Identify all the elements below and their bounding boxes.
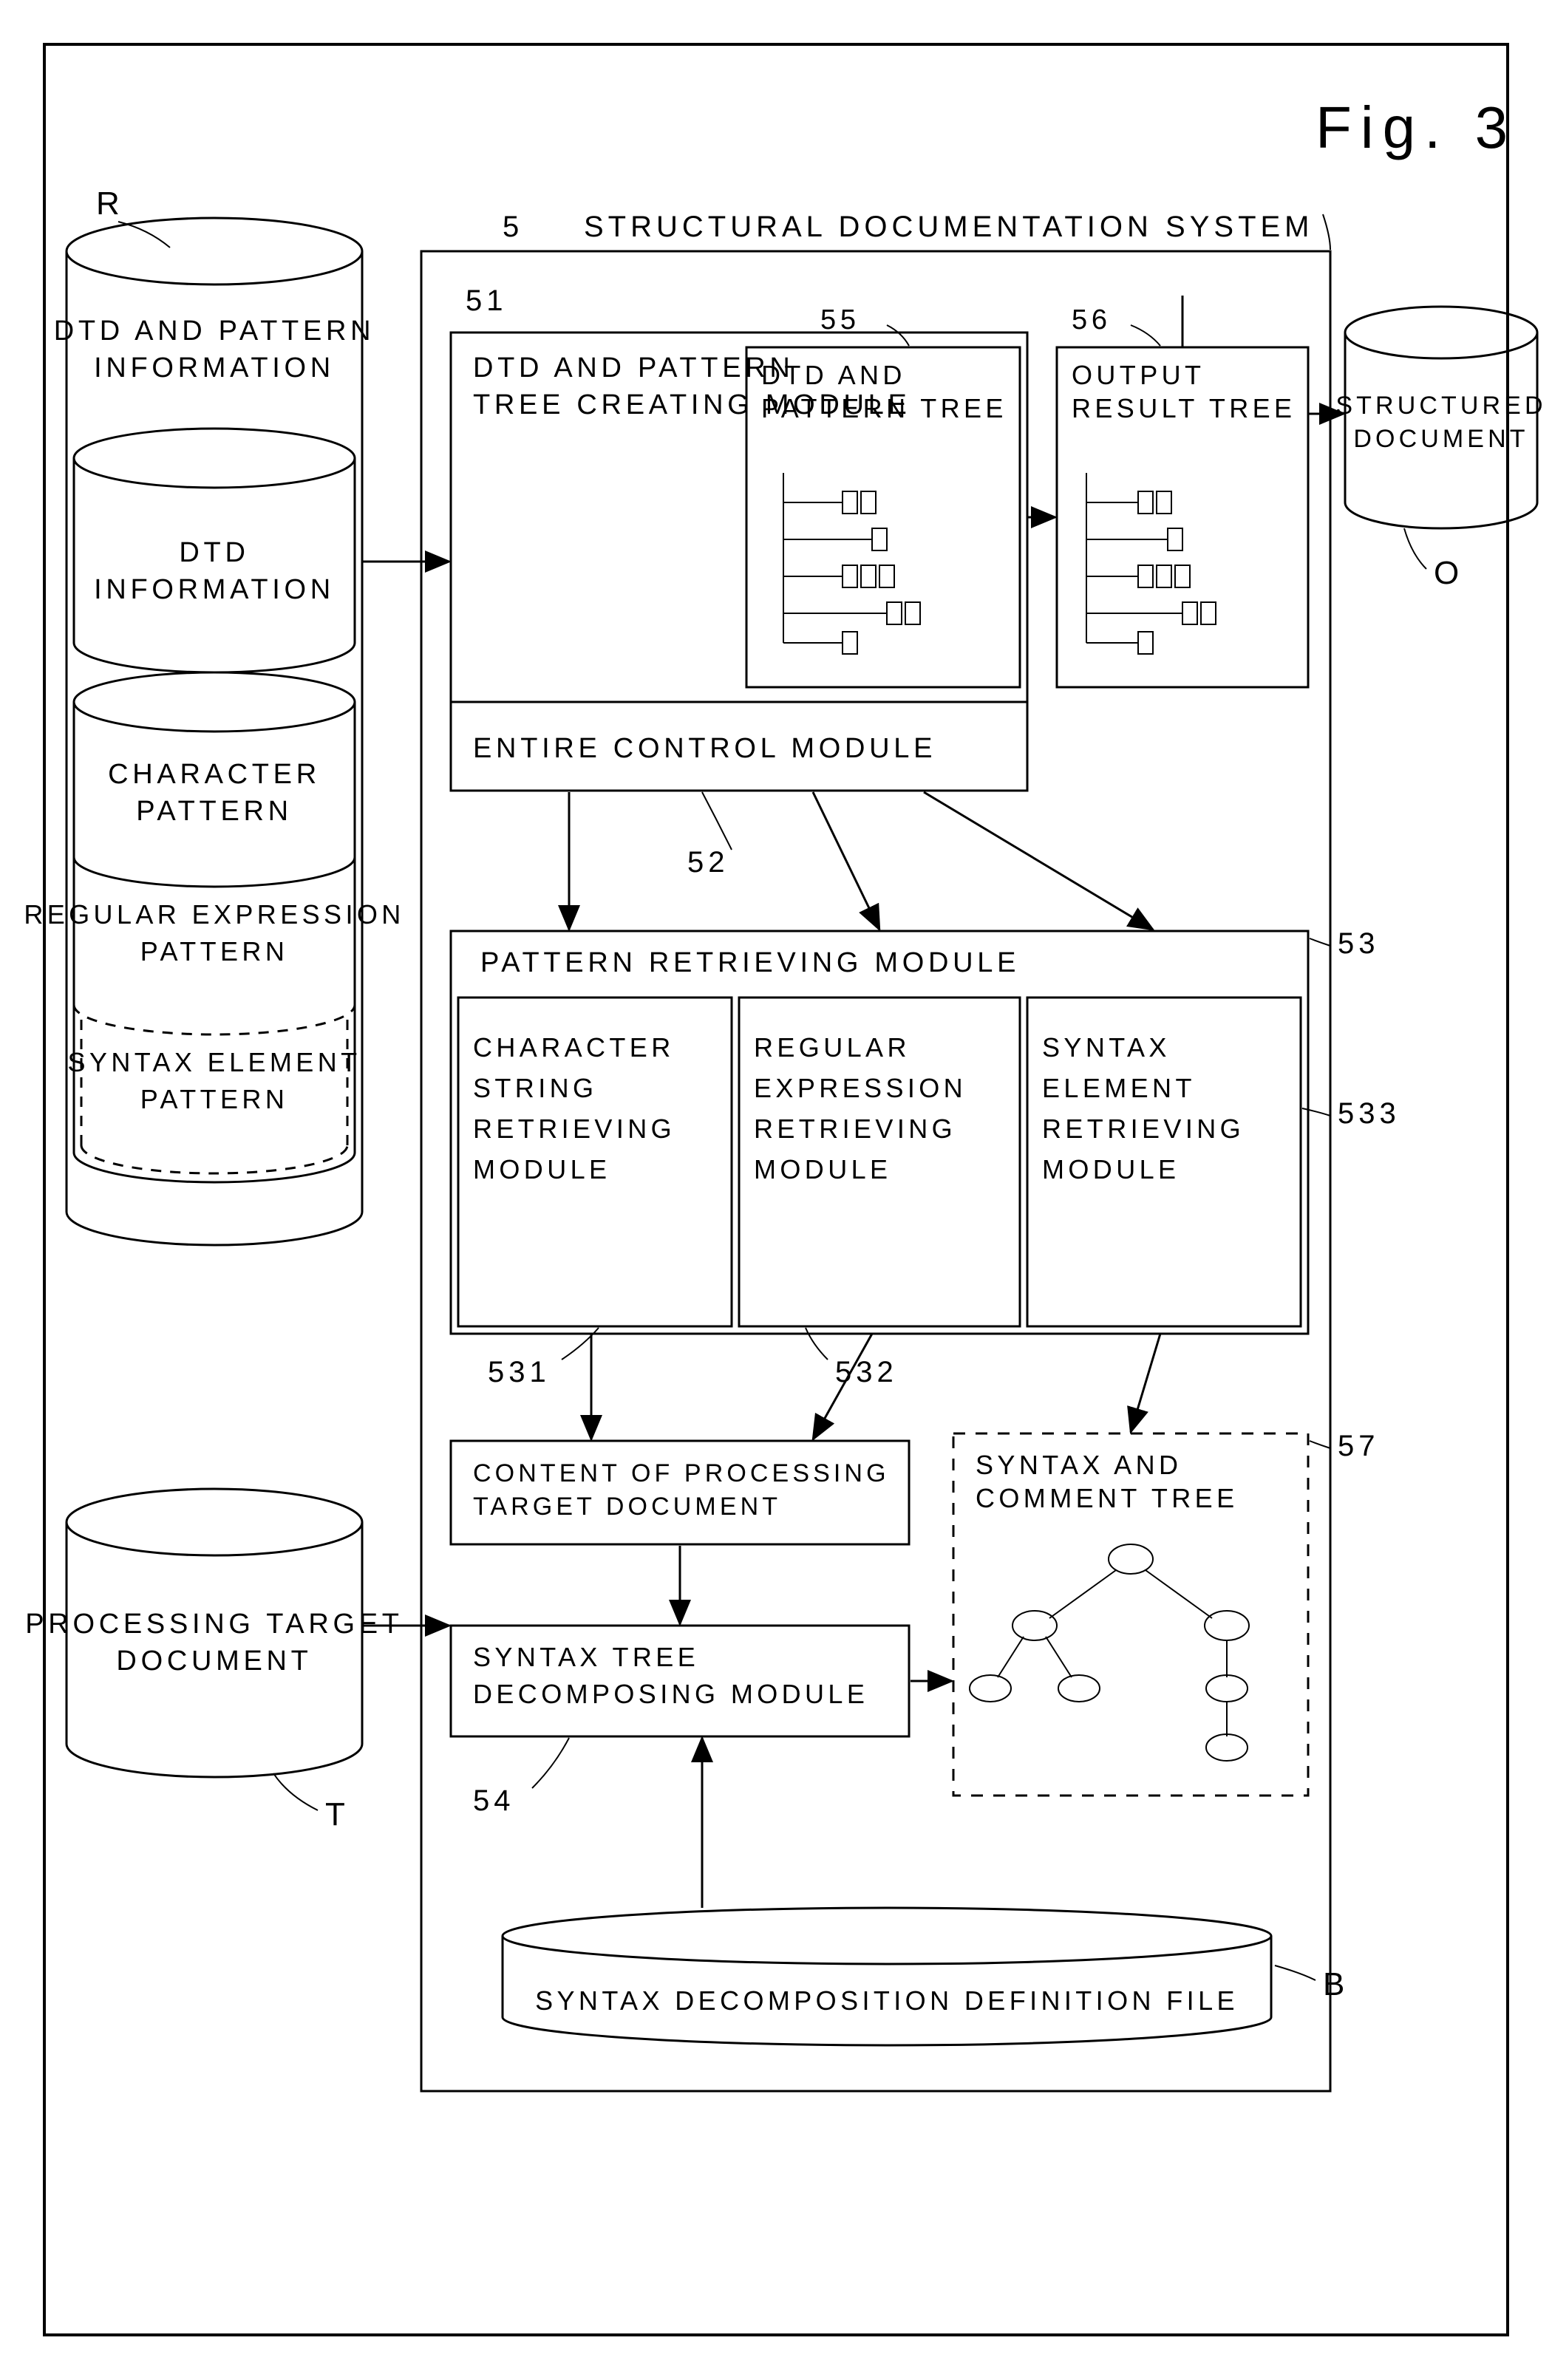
label-55: 55 [820, 304, 860, 335]
label-B: B [1323, 1966, 1350, 2002]
label-52: 52 [687, 846, 729, 879]
mod56-l1: OUTPUT [1072, 360, 1205, 390]
arrow-52-533 [924, 792, 1153, 930]
dtd-information-cylinder: DTD INFORMATION [74, 429, 355, 672]
content-target-l2: TARGET DOCUMENT [473, 1493, 781, 1521]
mod56-l2: RESULT TREE [1072, 393, 1296, 423]
mod57-l2: COMMENT TREE [976, 1483, 1239, 1513]
character-pattern-cylinder: CHARACTER PATTERN REGULAR EXPRESSION PAT… [24, 672, 404, 1182]
mod55-l2: PATTERN TREE [761, 393, 1007, 423]
syn-pat-l2: PATTERN [140, 1084, 288, 1114]
label-54: 54 [473, 1784, 515, 1817]
char-pat-l2: PATTERN [136, 796, 293, 827]
syntax-file-l1: SYNTAX DECOMPOSITION DEFINITION FILE [535, 1985, 1239, 2016]
mod532-l1: REGULAR [754, 1032, 911, 1063]
proc-target-l2: DOCUMENT [116, 1646, 312, 1677]
arrow-52-532 [813, 792, 879, 930]
ellipse-tree-icon [970, 1544, 1249, 1761]
leader-5 [1323, 214, 1330, 250]
mod533-l4: MODULE [1042, 1154, 1180, 1184]
mod532-l2: EXPRESSION [754, 1073, 967, 1103]
struct-doc-l2: DOCUMENT [1353, 425, 1528, 453]
leader-T [273, 1773, 318, 1810]
dtd-pattern-label1: DTD AND PATTERN [54, 316, 375, 347]
char-pat-l1: CHARACTER [108, 759, 321, 790]
label-5: 5 [503, 211, 523, 243]
label-56: 56 [1072, 304, 1112, 335]
processing-target-cylinder: PROCESSING TARGET DOCUMENT [25, 1489, 403, 1777]
dtd-info-l2: INFORMATION [94, 574, 335, 605]
proc-target-l1: PROCESSING TARGET [25, 1609, 403, 1640]
dtd-info-l1: DTD [179, 537, 249, 568]
struct-doc-l1: STRUCTURED [1335, 392, 1546, 420]
mini-tree-56-icon [1086, 473, 1216, 654]
dtd-pattern-label2: INFORMATION [94, 352, 335, 383]
regex-pat-l2: PATTERN [140, 936, 288, 966]
mod531-l1: CHARACTER [473, 1032, 675, 1063]
content-target-l1: CONTENT OF PROCESSING [473, 1459, 890, 1487]
syntax-decomp-file-cylinder: SYNTAX DECOMPOSITION DEFINITION FILE [503, 1908, 1271, 2045]
mod531-l3: RETRIEVING [473, 1114, 675, 1144]
mod533-l3: RETRIEVING [1042, 1114, 1245, 1144]
mod533-l2: ELEMENT [1042, 1073, 1196, 1103]
label-57: 57 [1338, 1430, 1380, 1462]
figure-title: Fig. 3 [1316, 95, 1517, 160]
mod533-l1: SYNTAX [1042, 1032, 1171, 1063]
mod532-l3: RETRIEVING [754, 1114, 956, 1144]
mod53-text: PATTERN RETRIEVING MODULE [480, 947, 1020, 978]
label-533: 533 [1338, 1097, 1400, 1130]
mod57-l1: SYNTAX AND [976, 1450, 1182, 1480]
mini-tree-55-icon [783, 473, 920, 654]
mod54-l2: DECOMPOSING MODULE [473, 1679, 868, 1709]
label-51: 51 [466, 284, 508, 317]
mod52-text: ENTIRE CONTROL MODULE [473, 733, 936, 764]
syn-pat-l1: SYNTAX ELEMENT [68, 1047, 361, 1077]
label-53: 53 [1338, 927, 1380, 960]
label-O: O [1434, 555, 1464, 591]
label-531: 531 [488, 1356, 551, 1388]
mod55-l1: DTD AND [761, 360, 906, 390]
mod531-l4: MODULE [473, 1154, 610, 1184]
mod54-l1: SYNTAX TREE [473, 1642, 699, 1672]
mod531-l2: STRING [473, 1073, 597, 1103]
figure-diagram: Fig. 3 DTD AND PATTERN INFORMATION R DTD… [0, 0, 1552, 2380]
system-title: STRUCTURAL DOCUMENTATION SYSTEM [584, 211, 1314, 243]
label-R: R [96, 185, 124, 222]
regex-pat-l1: REGULAR EXPRESSION [24, 899, 404, 930]
mod532-l4: MODULE [754, 1154, 891, 1184]
structured-document-cylinder: STRUCTURED DOCUMENT [1335, 307, 1546, 528]
label-T: T [325, 1796, 350, 1832]
arrow-533-57 [1131, 1334, 1160, 1432]
